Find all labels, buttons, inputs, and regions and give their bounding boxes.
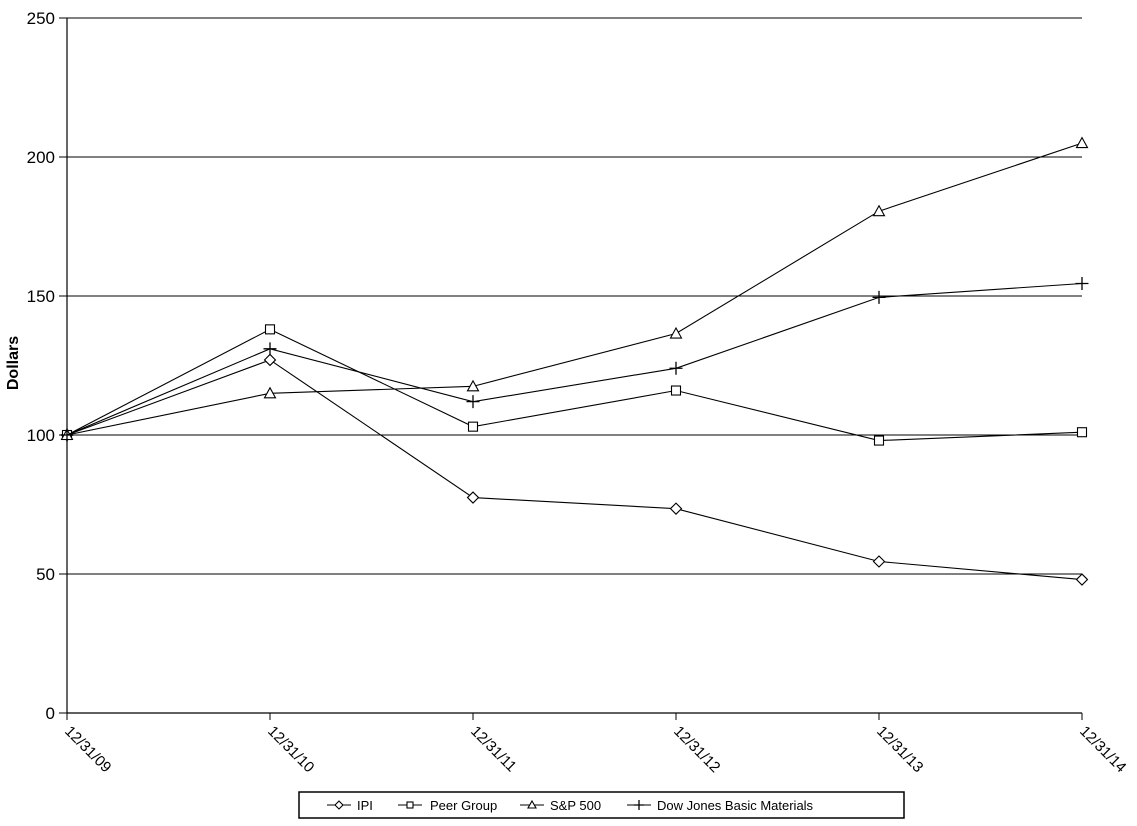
axes bbox=[66, 18, 1082, 714]
triangle-marker-icon bbox=[1075, 136, 1089, 149]
plus-marker-icon bbox=[263, 342, 277, 356]
diamond-marker-icon bbox=[669, 502, 683, 515]
y-tick-label: 250 bbox=[27, 9, 55, 28]
diamond-marker-icon bbox=[263, 353, 277, 367]
triangle-marker-icon bbox=[527, 799, 537, 809]
triangle-marker-icon bbox=[872, 204, 886, 217]
diamond-marker-icon bbox=[1075, 573, 1089, 586]
series-line bbox=[66, 282, 1083, 436]
y-tick-label: 200 bbox=[27, 148, 55, 167]
legend-label: Peer Group bbox=[430, 798, 497, 813]
diamond-marker-icon bbox=[872, 555, 886, 568]
plus-marker-icon bbox=[1075, 276, 1089, 290]
y-tick-label: 0 bbox=[46, 704, 55, 723]
y-axis-title: Dollars bbox=[5, 335, 22, 391]
legend-box bbox=[298, 791, 905, 819]
square-marker-icon bbox=[670, 385, 682, 396]
legend-label: Dow Jones Basic Materials bbox=[657, 798, 814, 813]
x-tick-label: 12/31/09 bbox=[61, 723, 114, 776]
y-tick-label: 100 bbox=[27, 426, 55, 445]
square-marker-icon bbox=[1076, 427, 1088, 438]
series-line bbox=[66, 328, 1083, 442]
triangle-marker-icon bbox=[466, 379, 480, 392]
y-tick-label: 50 bbox=[36, 565, 55, 584]
square-marker-icon bbox=[467, 421, 479, 432]
legend-label: IPI bbox=[357, 798, 373, 813]
y-tick-label: 150 bbox=[27, 287, 55, 306]
square-marker-icon bbox=[406, 801, 414, 809]
x-tick-label: 12/31/11 bbox=[467, 723, 520, 776]
legend-item-peer-group: Peer Group bbox=[398, 798, 497, 813]
x-tick-label: 12/31/12 bbox=[670, 723, 723, 776]
series-line bbox=[66, 142, 1083, 436]
legend: IPI Peer Group S&P 500 Dow Jones Basic Mate… bbox=[298, 791, 905, 819]
plus-marker-icon bbox=[634, 800, 644, 810]
y-axis-ticks: 0 50 100 150 200 250 bbox=[27, 9, 67, 723]
diamond-marker-icon bbox=[466, 491, 480, 504]
x-tick-label: 12/31/13 bbox=[873, 723, 926, 776]
diamond-marker-icon bbox=[334, 800, 344, 810]
x-tick-label: 12/31/14 bbox=[1076, 723, 1129, 776]
x-axis-ticks: 12/31/09 12/31/10 12/31/11 12/31/12 12/31/13… bbox=[61, 713, 1129, 776]
plus-marker-icon bbox=[466, 395, 480, 409]
series-dow-jones-basic-materials bbox=[60, 276, 1089, 442]
triangle-marker-icon bbox=[263, 386, 277, 399]
plus-marker-icon bbox=[60, 428, 74, 442]
legend-item-s-p-500: S&P 500 bbox=[520, 798, 601, 813]
legend-item-ipi: IPI bbox=[327, 798, 373, 813]
plus-marker-icon bbox=[669, 361, 683, 375]
legend-label: S&P 500 bbox=[550, 798, 601, 813]
square-marker-icon bbox=[873, 435, 885, 446]
triangle-marker-icon bbox=[669, 326, 683, 339]
gridlines bbox=[67, 17, 1082, 575]
series-line bbox=[66, 359, 1083, 581]
plus-marker-icon bbox=[872, 290, 886, 304]
x-tick-label: 12/31/10 bbox=[264, 723, 317, 776]
series-s-p-500 bbox=[60, 136, 1089, 441]
square-marker-icon bbox=[264, 324, 276, 335]
series-ipi bbox=[60, 353, 1089, 586]
legend-item-dow-jones-basic-materials: Dow Jones Basic Materials bbox=[627, 798, 814, 813]
